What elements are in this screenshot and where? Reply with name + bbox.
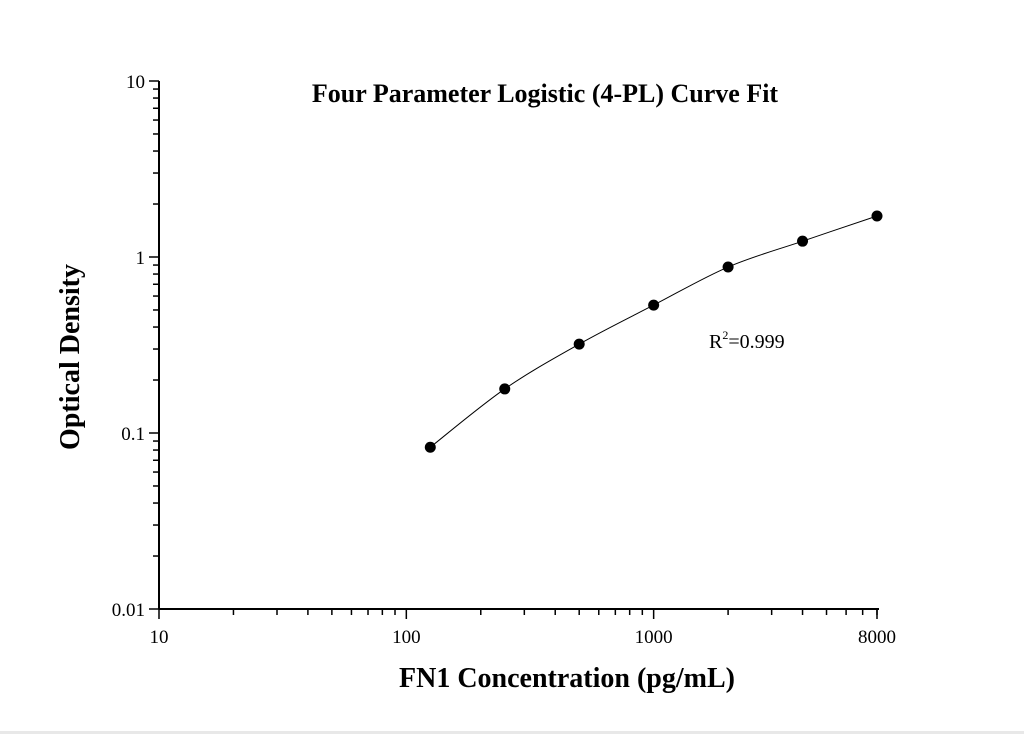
data-point <box>871 210 883 222</box>
data-point <box>722 261 734 273</box>
fit-curve-layer <box>429 215 878 448</box>
chart-title: Four Parameter Logistic (4-PL) Curve Fit <box>312 79 779 108</box>
data-point <box>648 299 660 311</box>
x-tick-label: 8000 <box>858 627 896 648</box>
y-axis-title: Optical Density <box>55 264 86 450</box>
y-tick-label: 10 <box>126 72 145 93</box>
fit-curve <box>429 215 878 448</box>
r-squared-value: =0.999 <box>728 331 784 353</box>
axes: 10 100 1000 8000 0.01 0.1 1 10 <box>112 72 896 648</box>
y-tick-label: 0.1 <box>121 424 145 445</box>
r-squared-sup: 2 <box>722 328 728 342</box>
r-squared-annotation: R2=0.999 <box>709 328 785 353</box>
data-point <box>573 338 585 350</box>
y-tick-label: 0.01 <box>112 600 145 621</box>
bottom-border <box>0 731 1024 734</box>
data-point <box>424 441 436 453</box>
x-tick-label: 10 <box>150 627 169 648</box>
r-squared-base: R <box>709 331 723 353</box>
x-tick-label: 1000 <box>635 627 673 648</box>
y-tick-label: 1 <box>136 248 146 269</box>
x-axis-title: FN1 Concentration (pg/mL) <box>399 663 735 694</box>
data-point <box>499 383 511 395</box>
data-points <box>424 210 883 453</box>
x-tick-label: 100 <box>392 627 421 648</box>
data-point <box>797 235 809 247</box>
